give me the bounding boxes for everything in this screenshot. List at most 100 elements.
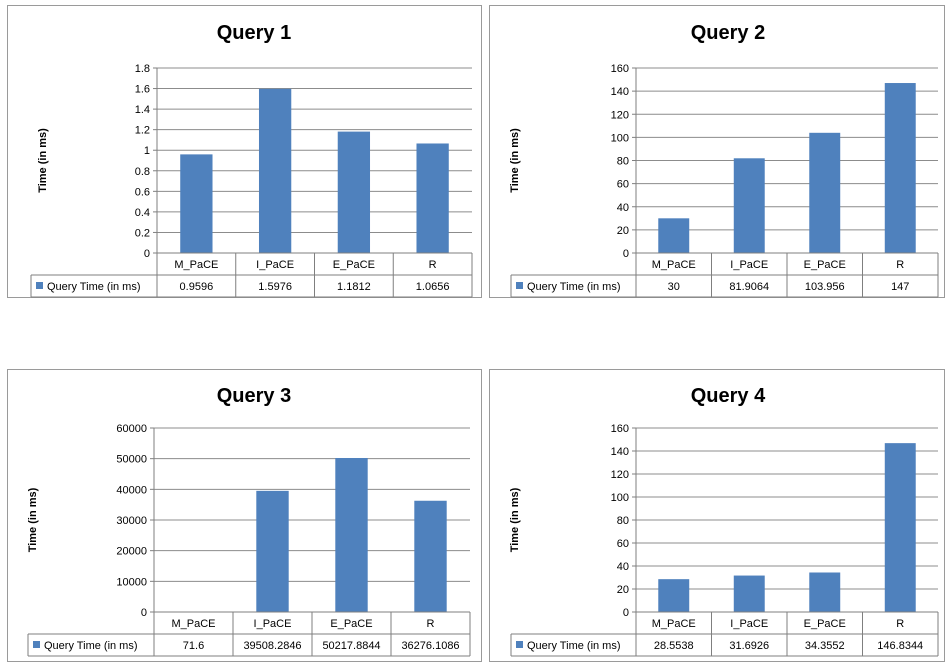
data-table-value: 31.6926 bbox=[729, 640, 769, 652]
data-table-value: 1.1812 bbox=[337, 281, 371, 293]
y-tick-label: 40 bbox=[617, 202, 629, 214]
y-tick-label: 140 bbox=[611, 446, 629, 458]
x-category-label: I_PaCE bbox=[254, 618, 292, 630]
y-tick-label: 50000 bbox=[116, 454, 147, 466]
y-tick-label: 0 bbox=[623, 607, 629, 619]
y-tick-label: 1.8 bbox=[135, 63, 150, 75]
y-tick-label: 1.2 bbox=[135, 125, 150, 137]
y-tick-label: 0 bbox=[141, 607, 147, 619]
y-tick-label: 140 bbox=[611, 86, 629, 98]
y-tick-label: 1 bbox=[144, 145, 150, 157]
bar bbox=[733, 575, 765, 612]
x-category-label: R bbox=[896, 618, 904, 630]
y-tick-label: 60 bbox=[617, 179, 629, 191]
legend-swatch bbox=[516, 282, 523, 289]
data-table-value: 34.3552 bbox=[805, 640, 845, 652]
legend-label: Query Time (in ms) bbox=[527, 640, 621, 652]
bar bbox=[256, 490, 289, 612]
legend-swatch bbox=[516, 641, 523, 648]
legend-label: Query Time (in ms) bbox=[47, 281, 141, 293]
x-category-label: E_PaCE bbox=[804, 618, 846, 630]
x-category-label: E_PaCE bbox=[330, 618, 372, 630]
y-tick-label: 1.4 bbox=[135, 104, 150, 116]
legend-label: Query Time (in ms) bbox=[527, 281, 621, 293]
bar bbox=[180, 154, 213, 253]
data-table-value: 28.5538 bbox=[654, 640, 694, 652]
chart-panel-query-1: Query 1 Time (in ms) 0 0.2 0.4 0.6 0.8 1 1.2 1.4 1… bbox=[7, 5, 482, 298]
bar bbox=[416, 143, 449, 253]
y-tick-label: 10000 bbox=[116, 576, 147, 588]
data-table-value: 71.6 bbox=[183, 640, 204, 652]
data-table-value: 39508.2846 bbox=[243, 640, 301, 652]
y-tick-label: 120 bbox=[611, 109, 629, 121]
x-category-label: I_PaCE bbox=[730, 618, 768, 630]
data-table-value: 81.9064 bbox=[729, 281, 769, 293]
data-table-value: 146.8344 bbox=[877, 640, 923, 652]
bar bbox=[414, 500, 447, 612]
bar bbox=[658, 218, 690, 253]
chart-title: Query 4 bbox=[691, 385, 766, 407]
chart-query-2: Query 2 Time (in ms) 0 20 40 60 80 100 120 140 160… bbox=[509, 22, 939, 298]
data-table-value: 1.0656 bbox=[416, 281, 450, 293]
chart-panel-query-2: Query 2 Time (in ms) 0 20 40 60 80 100 120 140 160… bbox=[489, 5, 945, 298]
chart-panel-query-3: Query 3 Time (in ms) 0 10000 20000 30000 40000… bbox=[7, 369, 482, 662]
y-tick-label: 80 bbox=[617, 515, 629, 527]
y-tick-label: 20 bbox=[617, 225, 629, 237]
legend-swatch bbox=[36, 282, 43, 289]
y-tick-label: 160 bbox=[611, 423, 629, 435]
y-tick-label: 60 bbox=[617, 538, 629, 550]
y-axis-label: Time (in ms) bbox=[27, 487, 39, 552]
y-axis-label: Time (in ms) bbox=[37, 128, 49, 193]
chart-query-3: Query 3 Time (in ms) 0 10000 20000 30000 40000… bbox=[27, 385, 471, 657]
y-tick-label: 20 bbox=[617, 584, 629, 596]
y-tick-label: 0 bbox=[144, 248, 150, 260]
y-tick-label: 80 bbox=[617, 156, 629, 168]
x-category-label: R bbox=[427, 618, 435, 630]
x-category-label: M_PaCE bbox=[652, 618, 696, 630]
y-tick-label: 100 bbox=[611, 492, 629, 504]
bar bbox=[733, 158, 765, 253]
y-tick-label: 160 bbox=[611, 63, 629, 75]
data-table-value: 50217.8844 bbox=[322, 640, 380, 652]
bar bbox=[335, 457, 368, 612]
y-tick-label: 30000 bbox=[116, 515, 147, 527]
data-table-value: 147 bbox=[891, 281, 909, 293]
chart-title: Query 3 bbox=[217, 385, 291, 407]
y-tick-label: 100 bbox=[611, 132, 629, 144]
y-tick-label: 0.2 bbox=[135, 227, 150, 239]
chart-title: Query 1 bbox=[217, 22, 291, 44]
data-table-value: 1.5976 bbox=[258, 281, 292, 293]
x-category-label: E_PaCE bbox=[804, 259, 846, 271]
x-category-label: R bbox=[896, 259, 904, 271]
y-tick-label: 120 bbox=[611, 469, 629, 481]
bar bbox=[258, 88, 292, 254]
data-table-value: 103.956 bbox=[805, 281, 845, 293]
y-tick-label: 40000 bbox=[116, 484, 147, 496]
y-tick-label: 60000 bbox=[116, 423, 147, 435]
bar bbox=[884, 83, 916, 253]
data-table-value: 30 bbox=[668, 281, 680, 293]
x-category-label: M_PaCE bbox=[652, 259, 696, 271]
bar bbox=[809, 572, 841, 612]
x-category-label: M_PaCE bbox=[171, 618, 215, 630]
chart-panel-query-4: Query 4 Time (in ms) 0 20 40 60 80 100 120 140 160… bbox=[489, 369, 945, 662]
y-tick-label: 20000 bbox=[116, 546, 147, 558]
x-category-label: I_PaCE bbox=[730, 259, 768, 271]
legend-swatch bbox=[33, 641, 40, 648]
y-tick-label: 1.6 bbox=[135, 84, 150, 96]
y-tick-label: 0.6 bbox=[135, 186, 150, 198]
x-category-label: I_PaCE bbox=[256, 259, 294, 271]
legend-label: Query Time (in ms) bbox=[44, 640, 138, 652]
x-category-label: E_PaCE bbox=[333, 259, 375, 271]
data-table-value: 36276.1086 bbox=[401, 640, 459, 652]
x-category-label: M_PaCE bbox=[174, 259, 218, 271]
chart-query-4: Query 4 Time (in ms) 0 20 40 60 80 100 120 140 160… bbox=[509, 385, 939, 657]
chart-title: Query 2 bbox=[691, 22, 765, 44]
y-tick-label: 0.8 bbox=[135, 166, 150, 178]
chart-query-1: Query 1 Time (in ms) 0 0.2 0.4 0.6 0.8 1 1.2 1.4 1… bbox=[30, 22, 473, 298]
y-tick-label: 40 bbox=[617, 561, 629, 573]
y-axis-label: Time (in ms) bbox=[509, 128, 521, 193]
bar bbox=[809, 132, 841, 253]
y-tick-label: 0 bbox=[623, 248, 629, 260]
y-axis-label: Time (in ms) bbox=[509, 487, 521, 552]
